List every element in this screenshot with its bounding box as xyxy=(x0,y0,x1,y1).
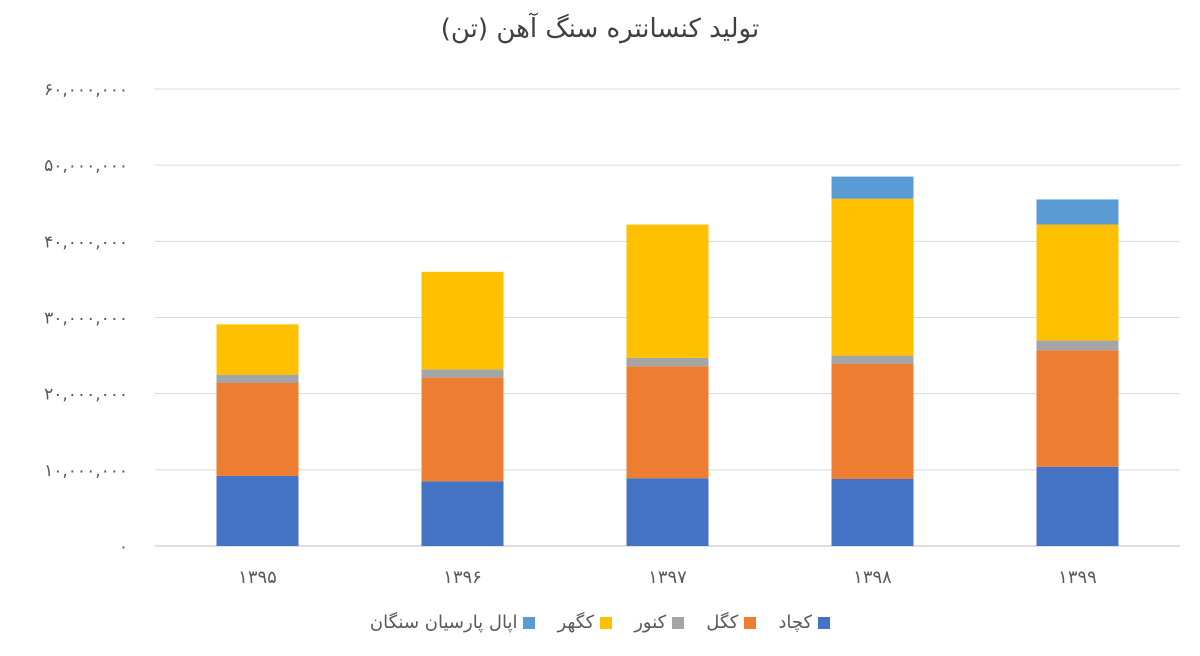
bar-segment xyxy=(421,481,504,546)
bar-segment xyxy=(421,369,504,378)
legend-label: اپال پارسیان سنگان xyxy=(369,612,518,633)
legend-label: کچاد xyxy=(778,612,813,633)
bar-segment xyxy=(626,366,709,479)
bar-segment xyxy=(421,271,504,370)
bar-segment xyxy=(626,357,709,367)
bar-segment xyxy=(626,478,709,546)
bar-segment xyxy=(421,377,504,482)
bar-segment xyxy=(216,324,299,375)
bar-segment xyxy=(1036,466,1119,546)
legend-item: کچاد xyxy=(778,612,831,633)
y-tick-label: ۶۰,۰۰۰,۰۰۰ xyxy=(44,80,128,100)
legend-swatch xyxy=(818,616,831,629)
y-tick-label: ۴۰,۰۰۰,۰۰۰ xyxy=(44,232,128,252)
bar-segment xyxy=(1036,340,1119,351)
legend-swatch xyxy=(744,616,757,629)
legend-item: اپال پارسیان سنگان xyxy=(370,612,536,633)
legend-swatch xyxy=(672,616,685,629)
y-tick-label: ۱۰,۰۰۰,۰۰۰ xyxy=(44,461,128,481)
bar-segment xyxy=(831,198,914,356)
legend-label: کگل xyxy=(706,612,739,633)
chart-legend: کچاد کگل کنور کگهر اپال پارسیان سنگان xyxy=(0,612,1200,633)
y-tick-label: ۵۰,۰۰۰,۰۰۰ xyxy=(44,156,128,176)
bar-segment xyxy=(831,176,914,199)
bar-segment xyxy=(1036,350,1119,467)
x-tick-label: ۱۳۹۵ xyxy=(238,567,277,588)
bar-segment xyxy=(216,475,299,546)
y-tick-label: ۰ xyxy=(119,537,128,557)
x-tick-label: ۱۳۹۶ xyxy=(443,567,482,588)
legend-swatch xyxy=(600,616,613,629)
legend-item: کگل xyxy=(706,612,757,633)
bar-segment xyxy=(216,374,299,384)
bar-segment xyxy=(1036,199,1119,225)
x-tick-label: ۱۳۹۹ xyxy=(1058,567,1097,588)
y-tick-label: ۳۰,۰۰۰,۰۰۰ xyxy=(44,309,128,329)
legend-label: کنور xyxy=(634,612,667,633)
legend-item: کنور xyxy=(634,612,685,633)
bar-segment xyxy=(1036,224,1119,341)
bar-segment xyxy=(831,478,914,546)
bar-segment xyxy=(216,383,299,476)
legend-swatch xyxy=(523,616,536,629)
bar-segment xyxy=(626,224,709,358)
legend-label: کگهر xyxy=(557,612,595,633)
x-tick-label: ۱۳۹۷ xyxy=(648,567,687,588)
bar-segment xyxy=(831,363,914,479)
legend-item: کگهر xyxy=(557,612,613,633)
chart-title: تولید کنسانتره سنگ آهن (تن) xyxy=(440,14,760,44)
x-tick-label: ۱۳۹۸ xyxy=(853,567,892,588)
bar-segment xyxy=(831,355,914,364)
y-tick-label: ۲۰,۰۰۰,۰۰۰ xyxy=(44,385,128,405)
